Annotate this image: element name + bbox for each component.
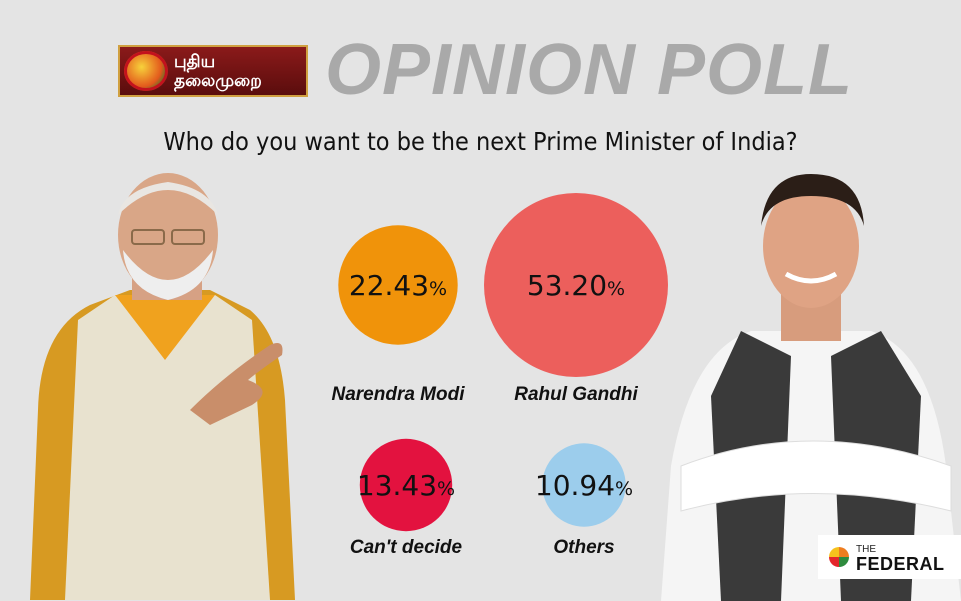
bubble-3 (542, 443, 626, 527)
logo-text: புதிய தலைமுறை (174, 52, 262, 90)
bubble-category-label-2: Can't decide (350, 537, 463, 558)
channel-logo-icon (124, 51, 168, 91)
logo-line-1: புதிய (174, 52, 216, 71)
federal-the: THE (856, 544, 876, 555)
bubble-category-label-1: Rahul Gandhi (514, 384, 638, 405)
logo-line-2: தலைமுறை (174, 71, 262, 90)
bubble-value-label-2: 13.43% (357, 469, 455, 502)
bubble-0 (338, 225, 458, 345)
left-politician-photo (30, 173, 295, 600)
poll-question: Who do you want to be the next Prime Min… (163, 127, 798, 156)
bubble-category-label-3: Others (553, 537, 614, 558)
bubble-value-label-1: 53.20% (527, 269, 625, 302)
headline: OPINION POLL (325, 30, 854, 110)
federal-name: FEDERAL (856, 554, 945, 574)
bubble-1 (484, 193, 668, 377)
right-politician-photo (661, 174, 961, 601)
the-federal-watermark: THE FEDERAL (818, 535, 961, 579)
puthiya-thalaimurai-logo: புதிய தலைமுறை (118, 45, 308, 97)
federal-logo-icon (829, 547, 849, 567)
bubble-2 (359, 438, 453, 532)
bubble-category-label-0: Narendra Modi (331, 384, 465, 405)
bubble-value-label-3: 10.94% (535, 469, 633, 502)
bubble-value-label-0: 22.43% (349, 269, 447, 302)
